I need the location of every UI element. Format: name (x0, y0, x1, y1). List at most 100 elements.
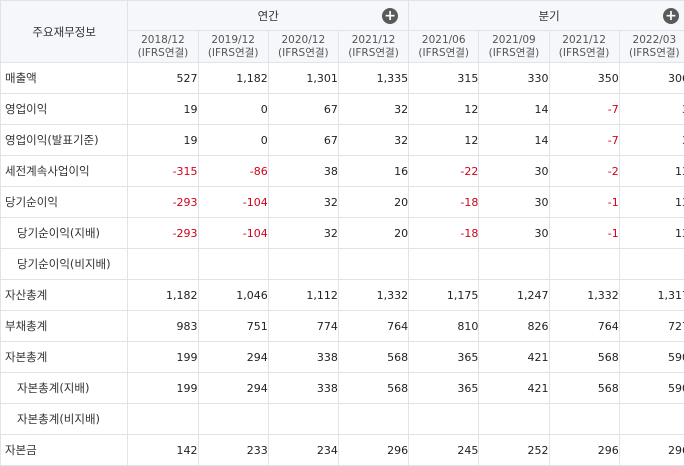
table-cell: 294 (198, 373, 268, 404)
column-date: 2021/12 (339, 34, 408, 47)
table-cell: 810 (409, 311, 479, 342)
table-cell (128, 404, 198, 435)
table-cell: -18 (409, 187, 479, 218)
table-cell: 751 (198, 311, 268, 342)
table-cell: 234 (268, 435, 338, 466)
table-row: 부채총계983751774764810826764727 (1, 311, 684, 342)
table-cell: 20 (338, 187, 408, 218)
column-header: 2018/12(IFRS연결) (128, 31, 198, 63)
table-cell (619, 404, 684, 435)
table-cell: -293 (128, 218, 198, 249)
table-cell (128, 249, 198, 280)
table-cell: 16 (338, 156, 408, 187)
table-cell: 3 (619, 94, 684, 125)
table-cell: 315 (409, 63, 479, 94)
table-cell: 13 (619, 218, 684, 249)
table-cell: 1,332 (549, 280, 619, 311)
table-cell: 568 (549, 373, 619, 404)
table-cell: 296 (549, 435, 619, 466)
table-cell: 199 (128, 342, 198, 373)
annual-group-header: 연간 + (128, 1, 409, 31)
table-cell: 296 (338, 435, 408, 466)
table-row: 자본총계(비지배) (1, 404, 684, 435)
table-cell: 590 (619, 373, 684, 404)
column-header: 2022/03(IFRS연결) (619, 31, 684, 63)
table-cell: 1,175 (409, 280, 479, 311)
table-cell: 296 (619, 435, 684, 466)
table-cell (549, 404, 619, 435)
table-cell (338, 249, 408, 280)
table-row: 자본총계199294338568365421568590 (1, 342, 684, 373)
row-label: 자본금 (1, 435, 128, 466)
column-basis: (IFRS연결) (409, 47, 478, 60)
table-cell: 1,247 (479, 280, 549, 311)
table-cell: 294 (198, 342, 268, 373)
column-basis: (IFRS연결) (269, 47, 338, 60)
table-cell: 826 (479, 311, 549, 342)
table-cell: 1,046 (198, 280, 268, 311)
column-basis: (IFRS연결) (550, 47, 619, 60)
table-cell (268, 249, 338, 280)
table-cell (268, 404, 338, 435)
table-cell: 30 (479, 187, 549, 218)
table-cell: 590 (619, 342, 684, 373)
column-header: 2021/12(IFRS연결) (549, 31, 619, 63)
row-label: 세전계속사업이익 (1, 156, 128, 187)
table-cell: 1,335 (338, 63, 408, 94)
quarterly-group-title: 분기 (538, 8, 559, 24)
table-cell (479, 404, 549, 435)
table-cell: -2 (549, 156, 619, 187)
table-cell: 13 (619, 156, 684, 187)
table-row: 자본총계(지배)199294338568365421568590 (1, 373, 684, 404)
table-cell (198, 249, 268, 280)
table-cell (479, 249, 549, 280)
table-cell: 233 (198, 435, 268, 466)
column-basis: (IFRS연결) (128, 47, 197, 60)
table-cell: -7 (549, 94, 619, 125)
row-label: 당기순이익(지배) (1, 218, 128, 249)
row-label: 자본총계 (1, 342, 128, 373)
plus-circle-icon[interactable]: + (663, 8, 679, 24)
table-cell: 32 (338, 94, 408, 125)
table-cell: 38 (268, 156, 338, 187)
column-date: 2021/09 (479, 34, 548, 47)
column-header: 2021/09(IFRS연결) (479, 31, 549, 63)
plus-circle-icon[interactable]: + (382, 8, 398, 24)
table-cell: 1,317 (619, 280, 684, 311)
table-cell: 983 (128, 311, 198, 342)
column-basis: (IFRS연결) (339, 47, 408, 60)
column-basis: (IFRS연결) (620, 47, 684, 60)
table-cell: -293 (128, 187, 198, 218)
row-label: 영업이익(발표기준) (1, 125, 128, 156)
table-cell: 0 (198, 94, 268, 125)
table-cell: 12 (409, 94, 479, 125)
column-header: 2019/12(IFRS연결) (198, 31, 268, 63)
column-header: 2021/12(IFRS연결) (338, 31, 408, 63)
table-cell: 365 (409, 373, 479, 404)
table-cell: 727 (619, 311, 684, 342)
table-cell: 1,301 (268, 63, 338, 94)
table-cell: 1,182 (128, 280, 198, 311)
table-row: 자본금142233234296245252296296 (1, 435, 684, 466)
table-cell: 421 (479, 373, 549, 404)
row-label: 부채총계 (1, 311, 128, 342)
table-cell: 568 (338, 373, 408, 404)
table-cell: 20 (338, 218, 408, 249)
table-cell: -86 (198, 156, 268, 187)
table-cell: -315 (128, 156, 198, 187)
table-cell: 764 (338, 311, 408, 342)
table-cell: 1,112 (268, 280, 338, 311)
table-cell: 338 (268, 373, 338, 404)
table-cell: 350 (549, 63, 619, 94)
table-cell: -1 (549, 218, 619, 249)
column-date: 2019/12 (199, 34, 268, 47)
table-cell (198, 404, 268, 435)
column-date: 2018/12 (128, 34, 197, 47)
table-cell: 142 (128, 435, 198, 466)
table-cell: 3 (619, 125, 684, 156)
